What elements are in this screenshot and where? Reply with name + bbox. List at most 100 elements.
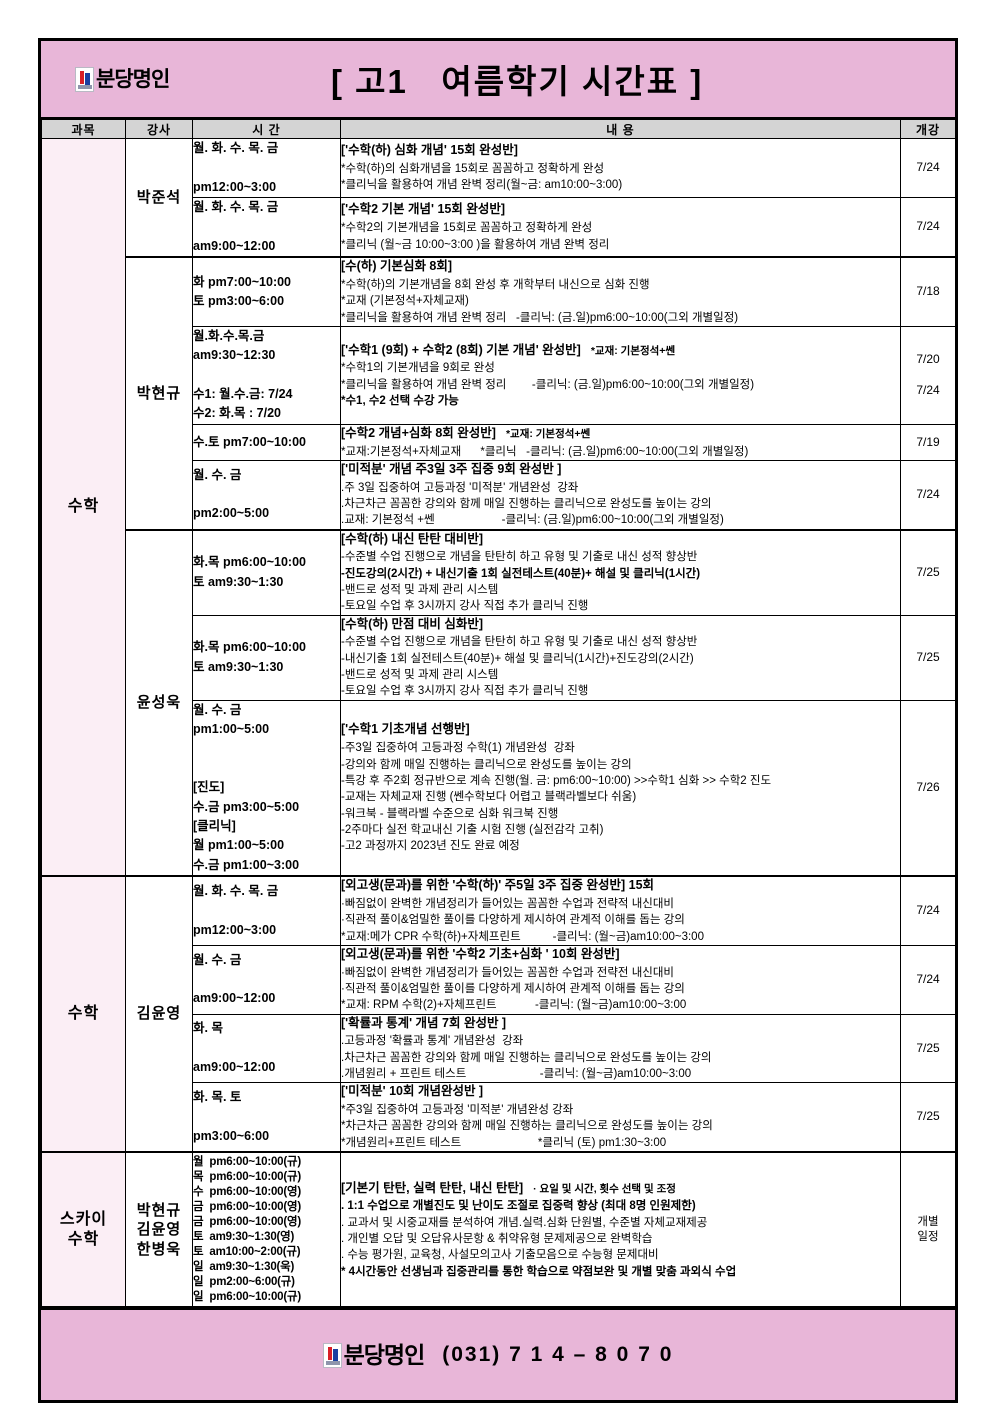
course-detail-line: ·빠짐없이 완벽한 개념정리가 들어있는 꼼꼼한 수업과 전략적 내신대비 bbox=[341, 897, 675, 910]
course-detail-line: -토요일 수업 후 3시까지 강사 직접 추가 클리닉 진행 bbox=[341, 600, 589, 613]
col-header-teacher: 강사 bbox=[125, 119, 193, 139]
time-cell: 화.목 pm6:00~10:00 토 am9:30~1:30 bbox=[192, 614, 341, 701]
course-detail-line: *교재: RPM 수학(2)+자체프린트 -클리닉: (월~금)am10:00~… bbox=[341, 999, 687, 1012]
col-header-subject: 과목 bbox=[41, 119, 126, 139]
table-row: 수학 박준석 월. 화. 수. 목. 금 pm12:00~3:00 ['수학(하) 심… bbox=[41, 137, 956, 877]
timetable: 과목 강사 시 간 내 용 개강 수학 박준석 월. 화. 수. 목. 금 pm12… bbox=[41, 119, 956, 1309]
course-title: [기본기 탄탄, 실력 탄탄, 내신 탄탄] · 요일 및 시간, 횟수 선택 및… bbox=[341, 1180, 676, 1195]
content-cell: [수학(하) 내신 탄탄 대비반] -수준별 수업 진행으로 개념을 탄탄히 하고… bbox=[340, 528, 901, 616]
course-detail-line: . 1:1 수업으로 개별진도 및 난이도 조절로 집중력 향상 (최대 8명 … bbox=[341, 1200, 696, 1213]
time-line: 일 pm2:00~6:00(규) bbox=[193, 1275, 295, 1288]
content-cell: [수학(하) 만점 대비 심화반] -수준별 수업 진행으로 개념을 탄탄히 하고… bbox=[340, 614, 901, 701]
start-date-cell: 7/25 bbox=[900, 614, 956, 701]
col-header-content: 내 용 bbox=[340, 119, 901, 139]
time-cell: 화 pm7:00~10:00 토 pm3:00~6:00 bbox=[192, 256, 341, 327]
content-cell: [수학2 개념+심화 8회 완성반] *교재: 기본정석+쎈 *교재:기본정석+자체… bbox=[340, 423, 901, 461]
time-cell: 화. 목 am9:00~12:00 bbox=[192, 1013, 341, 1084]
time-cell: 월.화.수.목.금 am9:30~12:30 수1: 월.수.금: 7/24 수… bbox=[192, 325, 341, 425]
start-date-cell: 7/25 bbox=[900, 1082, 956, 1153]
content-cell: ['수학1 (9회) + 수학2 (8회) 기본 개념' 완성반] *교재: 기본… bbox=[340, 325, 901, 425]
teacher-cell: 박현규 김윤영 한병욱 bbox=[125, 1151, 193, 1309]
table-row: 박현규 화 pm7:00~10:00 토 pm3:00~6:00 [수(하) 기본심… bbox=[42, 256, 956, 531]
course-detail-line: *수1, 수2 선택 수강 가능 bbox=[341, 394, 459, 407]
course-detail-line: -교재는 자체교재 진행 (쎈수학보다 어렵고 블랙라벨보다 쉬움) bbox=[341, 791, 637, 804]
course-detail-line: *수학(하)의 기본개념을 8회 완성 후 개학부터 내신으로 심화 진행 bbox=[341, 279, 650, 291]
table-row: 수.토 pm7:00~10:00 [수학2 개념+심화 8회 완성반] *교재: 기… bbox=[42, 423, 956, 461]
teacher-cell: 박준석 bbox=[125, 138, 193, 258]
course-title: [수학(하) 내신 탄탄 대비반] bbox=[341, 531, 484, 546]
course-title: [외고생(문과)를 위한 '수학(하)' 주5일 3주 집중 완성반] 15회 bbox=[341, 878, 655, 893]
course-title: [수학(하) 만점 대비 심화반] bbox=[341, 616, 484, 631]
brand-name: 분당명인 bbox=[96, 67, 170, 91]
timetable-document: 분당명인 [ 고1 여름학기 시간표 ] 과목 강사 시 간 내 용 개강 수학… bbox=[38, 38, 958, 1403]
start-date-cell: 7/19 bbox=[900, 423, 956, 461]
time-cell: 월. 화. 수. 목. 금 pm12:00~3:00 bbox=[192, 137, 341, 199]
content-cell: [외고생(문과)를 위한 '수학2 기초+심화 ' 10회 완성반] ·빠짐없이 … bbox=[340, 944, 901, 1015]
course-detail-line: *차근차근 꼼꼼한 강의와 함께 매일 진행하는 클리닉으로 완성도를 높이는 … bbox=[341, 1120, 713, 1133]
course-detail-line: .차근차근 꼼꼼한 강의와 함께 매일 진행하는 클리닉으로 완성도를 높이는 … bbox=[341, 498, 712, 511]
course-detail-line: .교재: 기본정석 +쎈 -클리닉: (금.일)pm6:00~10:00(그외 … bbox=[341, 514, 724, 527]
course-detail-line: .차근차근 꼼꼼한 강의와 함께 매일 진행하는 클리닉으로 완성도를 높이는 … bbox=[341, 1051, 712, 1064]
teacher-cell: 김윤영 bbox=[125, 875, 193, 1153]
time-line: 목 pm6:00~10:00(규) bbox=[193, 1171, 302, 1184]
start-date-cell: 7/24 bbox=[900, 459, 956, 531]
content-cell: [수(하) 기본심화 8회] *수학(하)의 기본개념을 8회 완성 후 개학부터… bbox=[340, 256, 901, 327]
teacher-cell: 윤성욱 bbox=[125, 528, 193, 877]
table-body: 수학 박준석 월. 화. 수. 목. 금 pm12:00~3:00 ['수학(하) 심… bbox=[41, 137, 956, 1309]
time-line: 토 am9:30~1:30(영) bbox=[193, 1230, 295, 1243]
start-date-cell: 7/18 bbox=[900, 256, 956, 327]
course-title: ['수학1 (9회) + 수학2 (8회) 기본 개념' 완성반] *교재: 기본… bbox=[341, 342, 676, 357]
time-cell: 월 pm6:00~10:00(규) 목 pm6:00~10:00(규) 수 pm6:… bbox=[192, 1151, 341, 1309]
course-detail-line: *수학1의 기본개념을 9회로 완성 bbox=[341, 362, 495, 375]
footer-brand-name: 분당명인 bbox=[343, 1341, 426, 1368]
start-date-cell: 7/24 bbox=[900, 875, 956, 946]
course-detail-line: -워크북 - 블랙라벨 수준으로 심화 워크북 진행 bbox=[341, 807, 559, 820]
course-detail-line: *수학2의 기본개념을 15회로 꼼꼼하고 정확하게 완성 bbox=[341, 222, 593, 235]
course-detail-line: -2주마다 실전 학교내신 기출 시험 진행 (실전감각 고취) bbox=[341, 823, 604, 836]
header-banner: 분당명인 [ 고1 여름학기 시간표 ] bbox=[41, 41, 955, 119]
course-detail-line: *클리닉을 활용하여 개념 완벽 정리 -클리닉: (금.일)pm6:00~10… bbox=[341, 311, 739, 324]
course-detail-line: .주 3일 집중하여 고등과정 '미적분' 개념완성 강좌 bbox=[341, 481, 579, 494]
course-detail-line: -수준별 수업 진행으로 개념을 탄탄히 하고 유형 및 기출로 내신 성적 향… bbox=[341, 551, 698, 564]
table-row: 화. 목. 토 pm3:00~6:00 ['미적분' 10회 개념완성반 ] *주3… bbox=[42, 1082, 956, 1153]
course-detail-line: -밴드로 성적 및 과제 관리 시스템 bbox=[341, 669, 499, 682]
content-cell: ['수학(하) 심화 개념' 15회 완성반] *수학(하)의 심화개념을 15회… bbox=[340, 137, 901, 199]
course-detail-line: -토요일 수업 후 3시까지 강사 직접 추가 클리닉 진행 bbox=[341, 685, 589, 698]
time-cell: 화. 목. 토 pm3:00~6:00 bbox=[192, 1082, 341, 1153]
brand-logo-icon bbox=[322, 1342, 342, 1368]
course-detail-line: -주3일 집중하여 고등과정 수학(1) 개념완성 강좌 bbox=[341, 742, 575, 755]
course-detail-line: -진도강의(2시간) + 내신기출 1회 실전테스트(40분)+ 해설 및 클리… bbox=[341, 567, 701, 580]
content-cell: [기본기 탄탄, 실력 탄탄, 내신 탄탄] · 요일 및 시간, 횟수 선택 및… bbox=[340, 1151, 901, 1309]
course-title-note: *교재: 기본정석+쎈 bbox=[590, 344, 676, 357]
table-row: 스카이 수학 박현규 김윤영 한병욱 월 pm6:00~10:00(규) 목 pm6:00~… bbox=[41, 1151, 956, 1309]
course-title: [외고생(문과)를 위한 '수학2 기초+심화 ' 10회 완성반] bbox=[341, 946, 620, 961]
course-detail-line: *수학(하)의 심화개념을 15회로 꼼꼼하고 정확하게 완성 bbox=[341, 163, 605, 176]
teacher-cell: 박현규 bbox=[125, 256, 193, 531]
course-detail-line: -고2 과정까지 2023년 진도 완료 예정 bbox=[341, 840, 520, 853]
start-date-cell: 7/24 bbox=[900, 197, 956, 258]
course-detail-line: . 교과서 및 시중교재를 분석하여 개념.실력.심화 단원별, 수준별 자체교… bbox=[341, 1216, 708, 1229]
time-line: 일 pm6:00~10:00(규) bbox=[193, 1290, 302, 1303]
brand-logo-icon bbox=[75, 66, 94, 92]
course-detail-line: *교재:기본정석+자체교재 *클리닉 -클리닉: (금.일)pm6:00~10:… bbox=[341, 445, 749, 458]
time-cell: 월. 화. 수. 목. 금 am9:00~12:00 bbox=[192, 197, 341, 258]
footer-phone: (031) 7 1 4 – 8 0 7 0 bbox=[442, 1343, 674, 1367]
content-cell: ['수학1 기초개념 선행반] -주3일 집중하여 고등과정 수학(1) 개념완성… bbox=[340, 699, 901, 877]
course-detail-line: * 4시간동안 선생님과 집중관리를 통한 학습으로 약점보완 및 개별 맞춤 … bbox=[341, 1265, 737, 1278]
course-title: [수학2 개념+심화 8회 완성반] *교재: 기본정석+쎈 bbox=[341, 425, 591, 440]
content-cell: ['수학2 기본 개념' 15회 완성반] *수학2의 기본개념을 15회로 꼼꼼… bbox=[340, 197, 901, 258]
col-header-time: 시 간 bbox=[192, 119, 341, 139]
course-detail-line: ·빠짐없이 완벽한 개념정리가 들어있는 꼼꼼한 수업과 전략전 내신대비 bbox=[341, 966, 675, 979]
table-row: 월. 수. 금 pm2:00~5:00 ['미적분' 개념 주3일 3주 집중 9… bbox=[42, 459, 956, 531]
content-cell: ['확률과 통계' 개념 7회 완성반 ] .고등과정 '확률과 통계' 개념완성… bbox=[340, 1013, 901, 1084]
course-detail-line: *클리닉 (월~금 10:00~3:00 )을 활용하여 개념 완벽 정리 bbox=[341, 238, 610, 251]
course-title: ['미적분' 개념 주3일 3주 집중 9회 완성반 ] bbox=[341, 461, 562, 476]
course-detail-line: .고등과정 '확률과 통계' 개념완성 강좌 bbox=[341, 1035, 524, 1048]
subject-cell: 수학 bbox=[41, 875, 126, 1153]
start-date-cell: 7/24 bbox=[900, 137, 956, 199]
time-cell: 수.토 pm7:00~10:00 bbox=[192, 423, 341, 461]
footer-brand: 분당명인 bbox=[322, 1341, 426, 1368]
table-row: 수학 김윤영 월. 화. 수. 목. 금 pm12:00~3:00 [외고생(문과)를… bbox=[41, 875, 956, 1153]
course-detail-line: -내신기출 1회 실전테스트(40분)+ 해설 및 클리닉(1시간)+진도강의(… bbox=[341, 652, 694, 665]
course-detail-line: ·직관적 풀이&엄밀한 풀이를 다양하게 제시하여 관계적 이해를 돕는 강의 bbox=[341, 982, 685, 995]
